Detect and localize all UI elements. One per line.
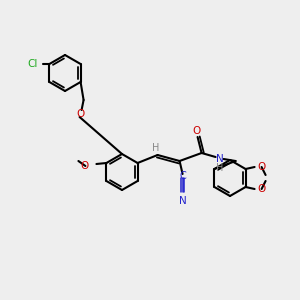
Text: N: N: [216, 154, 224, 164]
Text: Cl: Cl: [27, 59, 38, 69]
Text: C: C: [179, 171, 186, 181]
Text: O: O: [80, 161, 88, 171]
Text: H: H: [216, 163, 223, 173]
Text: O: O: [193, 126, 201, 136]
Text: O: O: [258, 162, 266, 172]
Text: O: O: [258, 184, 266, 194]
Text: H: H: [152, 143, 159, 153]
Text: O: O: [76, 109, 85, 119]
Text: N: N: [179, 196, 187, 206]
